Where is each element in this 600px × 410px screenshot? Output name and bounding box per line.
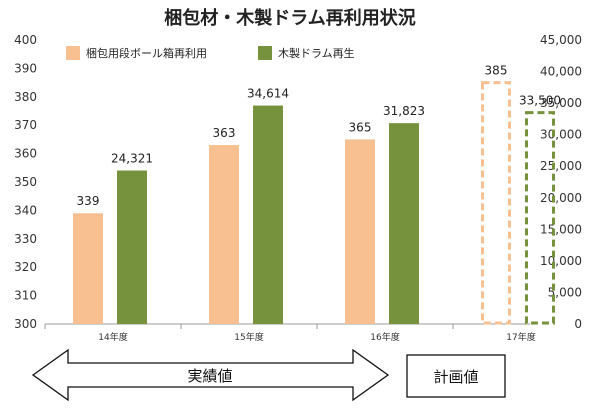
data-label-drum: 24,321 bbox=[111, 152, 153, 166]
plan-box-frame bbox=[406, 354, 506, 398]
data-label-drum: 34,614 bbox=[247, 87, 289, 101]
bar-drum bbox=[389, 123, 419, 324]
legend-label-drum: 木製ドラム再生 bbox=[278, 46, 355, 60]
right-axis-tick-label: 45,000 bbox=[540, 33, 582, 47]
right-axis-tick-label: 5,000 bbox=[548, 285, 582, 299]
bar-drum-plan bbox=[525, 111, 555, 325]
right-axis-tick-label: 20,000 bbox=[540, 191, 582, 205]
left-axis-ticks: 300 310 320 330 340 350 360 370 380 390 400 bbox=[14, 33, 37, 331]
double-arrow-shape bbox=[31, 348, 390, 402]
left-axis-tick-label: 320 bbox=[14, 260, 37, 274]
right-axis-tick-label: 35,000 bbox=[540, 96, 582, 110]
legend-label-cardboard: 梱包用段ボール箱再利用 bbox=[86, 46, 207, 60]
bar-cardboard bbox=[345, 139, 375, 324]
legend-swatch-cardboard bbox=[66, 46, 80, 60]
left-axis-tick-label: 310 bbox=[14, 289, 37, 303]
right-axis-tick-label: 25,000 bbox=[540, 159, 582, 173]
right-axis-tick-label: 40,000 bbox=[540, 65, 582, 79]
left-axis-tick-label: 390 bbox=[14, 61, 37, 75]
left-axis-tick-label: 370 bbox=[14, 118, 37, 132]
left-axis-tick-label: 360 bbox=[14, 147, 37, 161]
bar-cardboard-plan bbox=[481, 81, 511, 325]
data-label-cardboard: 363 bbox=[213, 126, 236, 140]
bar-cardboard bbox=[73, 213, 103, 324]
legend-swatch-drum bbox=[258, 46, 272, 60]
data-label-cardboard: 385 bbox=[485, 64, 508, 78]
right-axis-tick-label: 30,000 bbox=[540, 128, 582, 142]
category-label: 16年度 bbox=[370, 331, 399, 343]
data-label-cardboard: 339 bbox=[77, 194, 100, 208]
category-label: 17年度 bbox=[506, 331, 535, 343]
left-axis-tick-label: 300 bbox=[14, 317, 37, 331]
bar-drum bbox=[117, 170, 147, 324]
data-label-cardboard: 365 bbox=[349, 120, 372, 134]
left-axis-tick-label: 340 bbox=[14, 203, 37, 217]
bar-cardboard bbox=[209, 145, 239, 324]
data-label-drum: 31,823 bbox=[383, 104, 425, 118]
actual-label: 実績値 bbox=[187, 367, 232, 385]
data-labels: 339 363 365 385 24,321 34,614 31,823 33,500 bbox=[77, 64, 561, 209]
bar-drum bbox=[253, 105, 283, 324]
actual-arrow: 実績値 bbox=[31, 348, 390, 402]
chart-title: 梱包材・木製ドラム再利用状況 bbox=[164, 7, 415, 29]
plan-label: 計画値 bbox=[433, 368, 478, 386]
plan-box: 計画値 bbox=[406, 354, 506, 398]
bars bbox=[73, 81, 555, 325]
right-axis-ticks: 0 5,000 10,000 15,000 20,000 25,000 30,000 35,0… bbox=[540, 33, 582, 331]
right-axis-tick-label: 15,000 bbox=[540, 222, 582, 236]
right-axis-tick-label: 10,000 bbox=[540, 254, 582, 268]
category-label: 14年度 bbox=[98, 331, 127, 343]
data-label-drum: 33,500 bbox=[519, 94, 561, 108]
left-axis-tick-label: 380 bbox=[14, 90, 37, 104]
left-axis-tick-label: 400 bbox=[14, 33, 37, 47]
x-axis-tickmarks bbox=[44, 324, 454, 329]
category-label: 15年度 bbox=[234, 331, 263, 343]
left-axis-tick-label: 350 bbox=[14, 175, 37, 189]
legend: 梱包用段ボール箱再利用 木製ドラム再生 bbox=[66, 46, 355, 60]
left-axis-tick-label: 330 bbox=[14, 232, 37, 246]
right-axis-tick-label: 0 bbox=[574, 317, 582, 331]
category-labels: 14年度 15年度 16年度 17年度 bbox=[98, 331, 535, 343]
